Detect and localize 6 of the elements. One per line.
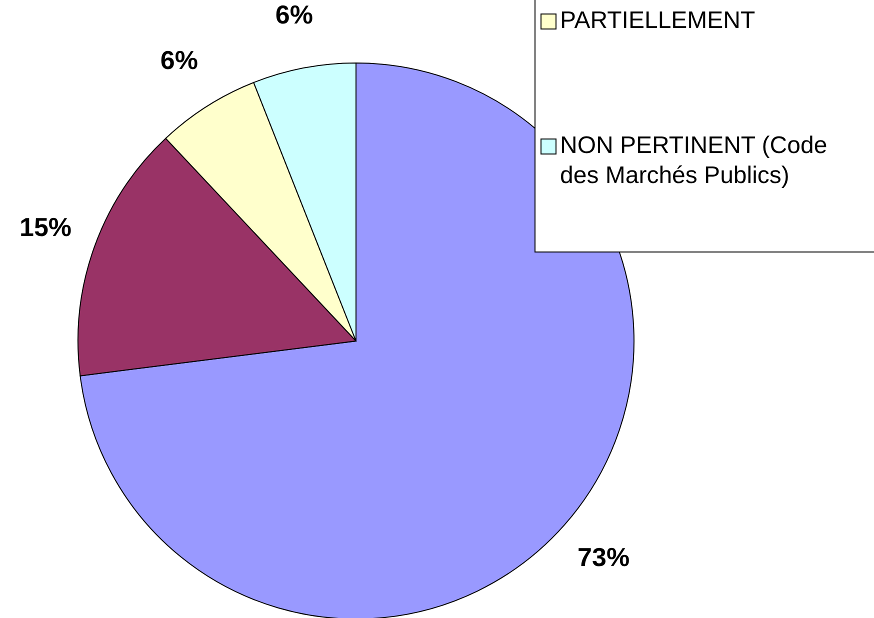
legend-label: PARTIELLEMENT <box>560 7 756 34</box>
data-label: 73% <box>578 542 630 572</box>
data-label: 6% <box>275 0 313 30</box>
legend-label: NON PERTINENT (Code des Marchés Publics) <box>560 132 828 190</box>
data-label: 6% <box>160 45 198 76</box>
data-label: 15% <box>19 212 72 242</box>
